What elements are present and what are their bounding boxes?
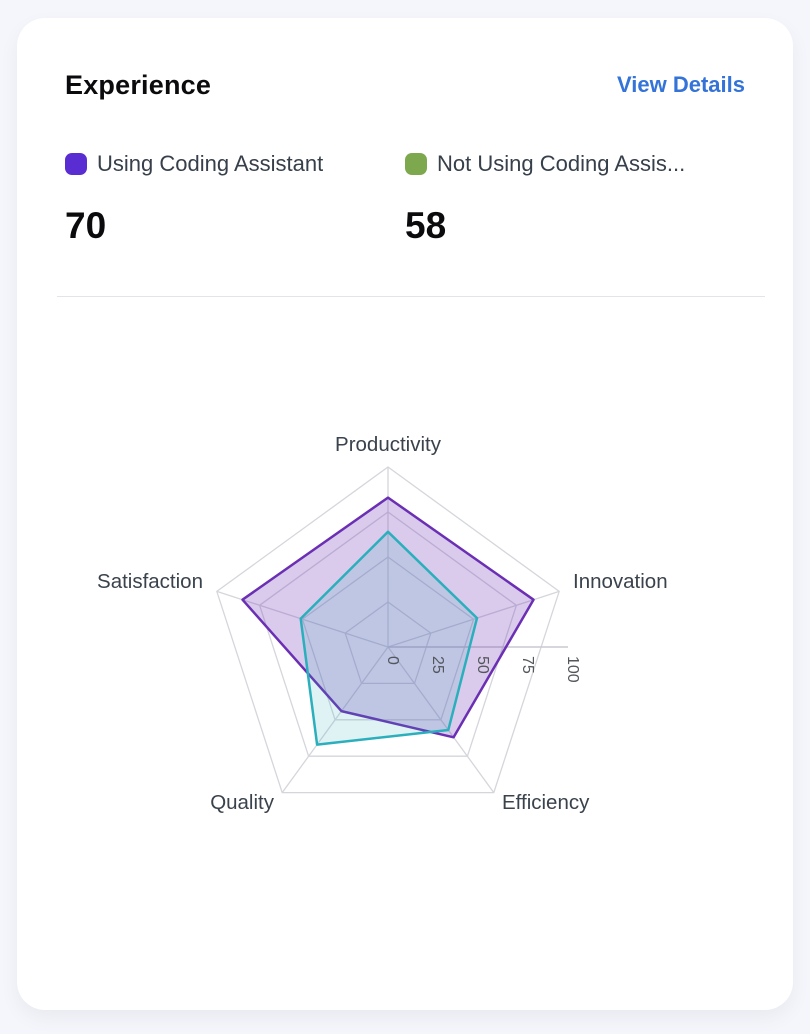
radius-tick-label: 75 — [519, 656, 536, 674]
radar-grid-ring — [216, 466, 560, 794]
radius-tick-label: 25 — [429, 656, 446, 674]
radar-grid-spoke — [387, 646, 495, 793]
radar-grid-ring — [301, 556, 475, 721]
legend-swatch-purple-icon — [65, 153, 87, 175]
axis-label-satisfaction: Satisfaction — [97, 570, 203, 593]
axis-label-productivity: Productivity — [335, 433, 442, 456]
axis-label-efficiency: Efficiency — [502, 791, 590, 814]
legend-item-using-assistant: Using Coding Assistant 70 — [65, 151, 405, 247]
radar-grid-ring — [344, 601, 432, 685]
radar-series-not-using-assistant[interactable] — [299, 530, 479, 746]
radar-grid-spoke — [216, 590, 389, 648]
legend-value-using-assistant: 70 — [65, 205, 107, 246]
axis-label-quality: Quality — [210, 791, 275, 814]
legend-swatch-green-icon — [405, 153, 427, 175]
radius-tick-label: 0 — [384, 656, 401, 665]
card-header: Experience View Details — [65, 68, 745, 102]
experience-card: Experience View Details Using Coding Ass… — [17, 18, 793, 1010]
legend-item-not-using-assistant: Not Using Coding Assis... 58 — [405, 151, 745, 247]
card-title: Experience — [65, 69, 212, 100]
radar-chart[interactable]: 0 25 50 75 100 Productivity Innovation Efficien… — [60, 418, 760, 848]
radar-grid-spoke — [281, 646, 389, 793]
radar-chart-svg[interactable]: 0 25 50 75 100 Productivity Innovation Efficien… — [60, 418, 760, 848]
radius-tick-label: 100 — [564, 656, 581, 683]
legend-row: Using Coding Assistant 70 Not Using Codi… — [65, 151, 745, 247]
legend-label-using-assistant: Using Coding Assistant — [97, 151, 324, 176]
axis-label-innovation: Innovation — [573, 570, 668, 593]
radius-tick-label: 50 — [474, 656, 491, 674]
legend-value-not-using-assistant: 58 — [405, 205, 447, 246]
divider — [57, 296, 765, 297]
radar-grid-spoke — [387, 590, 560, 648]
radar-grid-ring — [258, 511, 518, 757]
legend-label-not-using-assistant: Not Using Coding Assis... — [437, 151, 686, 176]
view-details-link[interactable]: View Details — [617, 72, 745, 97]
